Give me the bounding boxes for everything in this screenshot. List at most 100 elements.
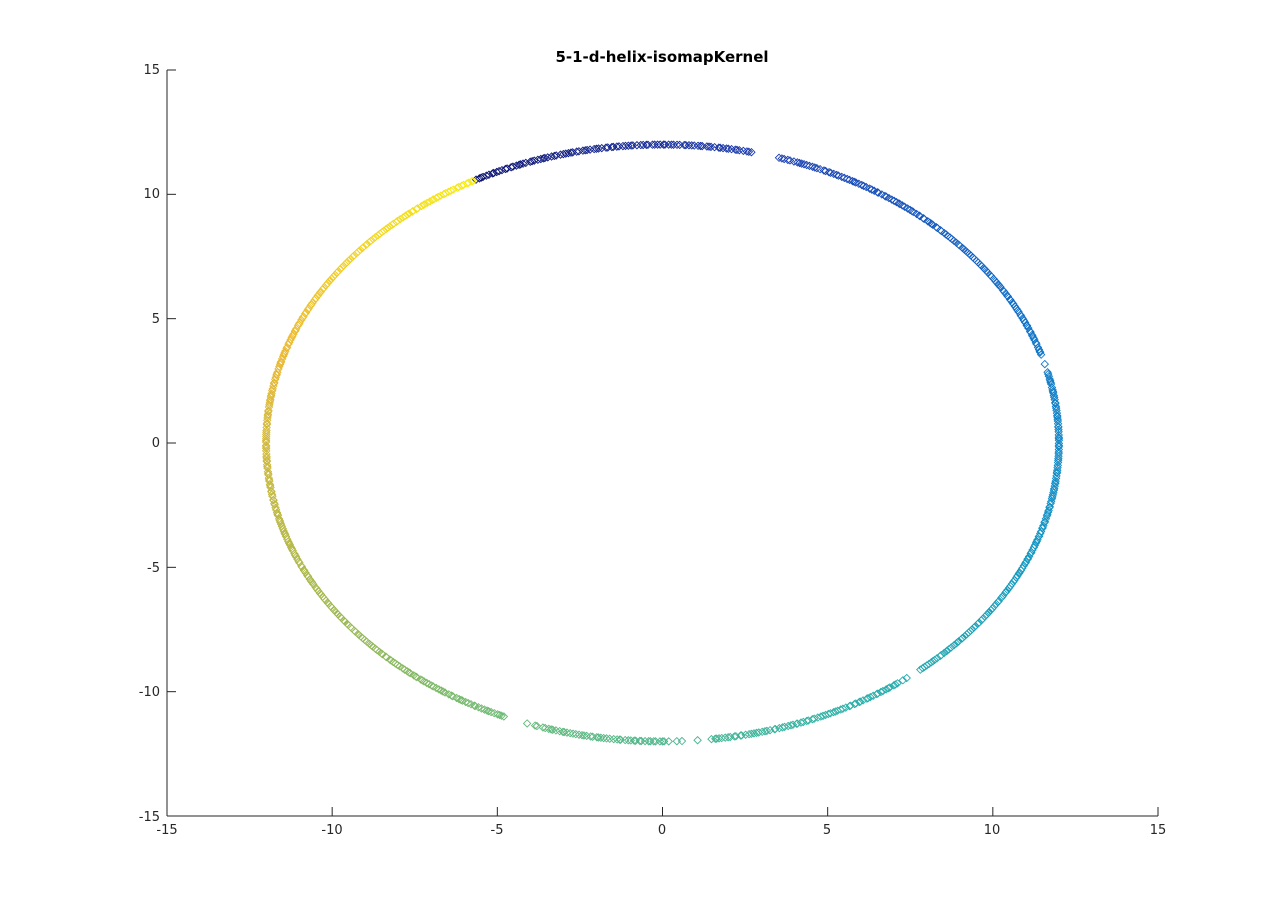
- scatter-point: [264, 407, 273, 417]
- scatter-point: [1028, 331, 1037, 341]
- scatter-point: [525, 157, 535, 166]
- scatter-point: [1051, 474, 1061, 483]
- scatter-point: [632, 140, 642, 150]
- scatter-point: [902, 673, 911, 683]
- scatter-point: [693, 735, 702, 745]
- scatter-point: [704, 142, 714, 151]
- scatter-point: [884, 683, 893, 693]
- scatter-point: [367, 641, 376, 651]
- scatter-point: [342, 619, 352, 629]
- scatter-point: [559, 727, 569, 737]
- scatter-point: [309, 579, 318, 589]
- scatter-point: [612, 735, 622, 744]
- scatter-point: [530, 721, 540, 730]
- scatter-point: [672, 736, 682, 746]
- scatter-point: [747, 729, 756, 739]
- y-tick-label: -15: [139, 810, 160, 825]
- scatter-point: [816, 712, 826, 721]
- scatter-point: [261, 441, 271, 450]
- scatter-point: [522, 719, 532, 728]
- scatter-point: [417, 201, 426, 211]
- scatter-point: [400, 665, 409, 674]
- scatter-point: [1053, 458, 1063, 467]
- scatter-point: [1024, 323, 1033, 333]
- scatter-point: [289, 329, 298, 339]
- scatter-point: [318, 592, 327, 601]
- scatter-point: [262, 457, 272, 466]
- scatter-point: [478, 172, 488, 182]
- scatter-point: [712, 734, 721, 743]
- scatter-point: [609, 734, 618, 744]
- x-tick-label: -5: [491, 823, 504, 838]
- scatter-point: [765, 725, 775, 735]
- scatter-point: [434, 685, 444, 694]
- scatter-point: [832, 170, 841, 180]
- scatter-point: [497, 711, 506, 720]
- scatter-point: [997, 592, 1007, 602]
- scatter-point: [276, 357, 286, 366]
- scatter-point: [891, 680, 900, 689]
- scatter-point: [858, 696, 868, 705]
- scatter-point: [543, 153, 552, 162]
- scatter-point: [1046, 499, 1055, 508]
- scatter-point: [540, 153, 550, 163]
- y-tick-label: -10: [139, 685, 160, 700]
- scatter-point: [644, 736, 653, 746]
- scatter-point: [301, 308, 311, 317]
- scatter-point: [1014, 569, 1024, 578]
- x-axis-ticks: -15 -10 -5 0 5 10 15: [156, 823, 1166, 838]
- scatter-point: [762, 726, 772, 736]
- scatter-point: [539, 154, 548, 163]
- scatter-point: [626, 141, 636, 150]
- scatter-point: [778, 723, 787, 732]
- scatter-point: [558, 727, 568, 737]
- scatter-point: [878, 686, 888, 696]
- scatter-point: [555, 726, 564, 736]
- scatter-point: [898, 676, 908, 685]
- scatter-point: [1043, 510, 1052, 519]
- scatter-point: [928, 220, 938, 229]
- scatter-point: [1045, 374, 1054, 384]
- scatter-point: [737, 731, 746, 740]
- scatter-point: [314, 586, 323, 596]
- scatter-point: [594, 144, 603, 153]
- scatter-point: [1049, 388, 1058, 398]
- scatter-point: [463, 698, 473, 708]
- scatter-point: [362, 637, 372, 647]
- scatter-point: [263, 463, 272, 473]
- scatter-point: [398, 664, 407, 673]
- scatter-point: [1048, 490, 1058, 500]
- scatter-point: [850, 699, 859, 709]
- scatter-point: [715, 143, 725, 153]
- scatter-point: [1053, 465, 1062, 475]
- scatter-point: [1054, 433, 1064, 442]
- scatter-point: [521, 158, 531, 168]
- scatter-point: [474, 703, 483, 712]
- scatter-point: [448, 185, 458, 194]
- scatter-point: [366, 236, 375, 246]
- scatter-point: [723, 733, 733, 742]
- scatter-point: [862, 694, 872, 703]
- scatter-point: [684, 141, 694, 150]
- scatter-point: [629, 736, 639, 745]
- scatter-point: [1051, 398, 1060, 407]
- scatter-point: [305, 574, 315, 584]
- scatter-point: [1032, 537, 1041, 546]
- scatter-point: [865, 184, 874, 193]
- scatter-point: [642, 140, 651, 150]
- scatter-point: [819, 166, 829, 175]
- scatter-point: [1040, 359, 1050, 369]
- scatter-point: [493, 710, 502, 719]
- scatter-point: [1054, 430, 1063, 440]
- scatter-point: [1036, 350, 1046, 359]
- scatter-point: [371, 232, 380, 242]
- scatter-point: [927, 658, 936, 667]
- scatter-point: [326, 601, 335, 611]
- scatter-point: [752, 728, 761, 738]
- scatter-point: [718, 143, 728, 153]
- scatter-point: [795, 158, 804, 168]
- y-tick-label: 5: [152, 312, 160, 327]
- scatter-point: [1039, 521, 1048, 530]
- scatter-point: [1052, 471, 1061, 481]
- scatter-point: [833, 706, 842, 715]
